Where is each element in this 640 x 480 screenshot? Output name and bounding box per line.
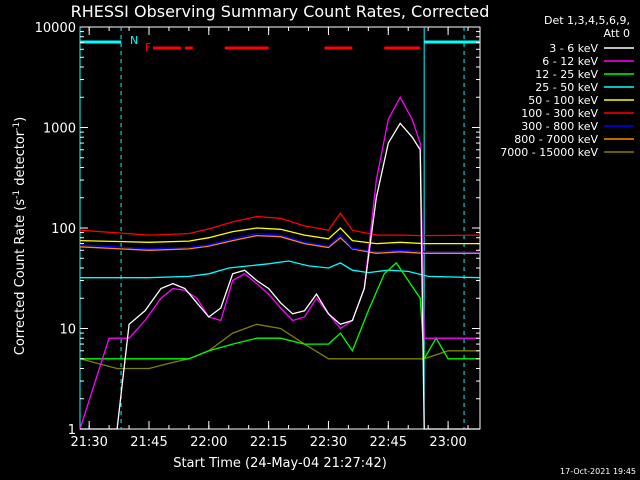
legend-label-25-50-kev: 25 - 50 keV [535, 81, 598, 94]
y-axis-label-main: Corrected Count Rate (s [13, 199, 28, 356]
footer-date: 17-Oct-2021 19:45 [560, 467, 636, 476]
flag-label-f: F [145, 41, 151, 54]
series-800-7000-kev [79, 234, 480, 254]
series-7000-15000-kev [79, 323, 480, 370]
x-tick-label-5: 22:45 [370, 435, 407, 450]
legend-label-300-800-kev: 300 - 800 keV [521, 120, 598, 133]
legend-label-12-25-kev: 12 - 25 keV [535, 68, 598, 81]
series-3-6-kev [80, 122, 480, 430]
legend-label-800-7000-kev: 800 - 7000 keV [514, 133, 598, 146]
chart-title: RHESSI Observing Summary Count Rates, Co… [71, 2, 490, 21]
legend-label-100-300-kev: 100 - 300 keV [521, 107, 598, 120]
series-50-100-kev [79, 227, 480, 245]
y-axis-label-sup2: -1 [12, 122, 22, 131]
series-100-300-kev [79, 212, 481, 237]
x-tick-label-6: 23:00 [429, 435, 466, 450]
legend-label-7000-15000-kev: 7000 - 15000 keV [500, 146, 598, 159]
series-300-800-kev [79, 232, 480, 253]
y-axis-label-mid: detector [13, 130, 28, 190]
y-tick-label-1: 10 [59, 323, 76, 338]
legend-label-50-100-kev: 50 - 100 keV [528, 94, 598, 107]
series-lines [79, 95, 481, 430]
y-axis-label-end: ) [13, 117, 28, 122]
series-6-12-kev [79, 95, 480, 430]
x-tick-label-1: 21:45 [130, 435, 167, 450]
x-tick-label-3: 22:15 [250, 435, 287, 450]
flag-bars [80, 40, 480, 50]
x-tick-label-0: 21:30 [70, 435, 107, 450]
axes: 21:30 21:45 22:00 22:15 22:30 22:45 23:00 1 10 10… [35, 21, 480, 450]
y-tick-label-3: 1000 [43, 122, 76, 137]
y-tick-label-0: 1 [68, 423, 76, 438]
legend-label-3-6-kev: 3 - 6 keV [549, 42, 598, 55]
series-25-50-kev [80, 260, 481, 279]
x-tick-label-4: 22:30 [310, 435, 347, 450]
y-axis-label-sup: -1 [12, 190, 22, 199]
flag-label-n: N [130, 34, 138, 47]
x-axis-label: Start Time (24-May-04 21:27:42) [173, 456, 387, 471]
x-tick-label-2: 22:00 [190, 435, 227, 450]
legend-header-line1: Det 1,3,4,5,6,9, [544, 14, 630, 27]
y-tick-label-4: 10000 [35, 21, 76, 36]
legend-header-line2: Att 0 [604, 27, 630, 40]
y-axis-label: Corrected Count Rate (s-1 detector-1) [12, 117, 28, 355]
legend-label-6-12-kev: 6 - 12 keV [542, 55, 598, 68]
y-tick-label-2: 100 [51, 222, 76, 237]
